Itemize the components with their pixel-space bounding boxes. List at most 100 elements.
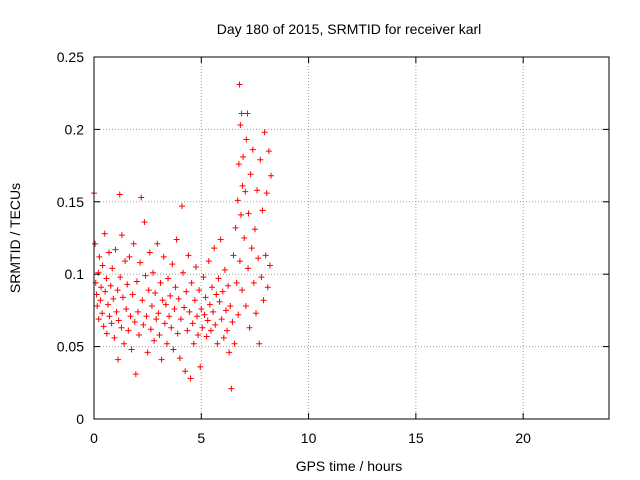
data-point <box>152 290 159 297</box>
data-point <box>207 327 214 334</box>
data-point <box>177 316 184 323</box>
data-point <box>195 332 202 339</box>
data-point <box>92 240 99 247</box>
data-point <box>237 122 244 129</box>
data-point <box>261 129 268 136</box>
x-axis-ticks: 0 5 10 15 20 <box>90 57 531 446</box>
data-point <box>142 272 149 279</box>
data-point <box>230 252 237 259</box>
data-point <box>237 211 244 218</box>
data-point <box>238 110 245 117</box>
data-point <box>218 316 225 323</box>
data-point <box>116 191 123 198</box>
data-point <box>131 318 138 325</box>
data-point <box>221 266 228 273</box>
data-point <box>98 284 105 291</box>
data-point <box>119 294 126 301</box>
data-point <box>133 278 140 285</box>
data-point <box>257 156 264 163</box>
data-point <box>101 230 108 237</box>
data-point <box>249 146 256 153</box>
data-point <box>159 297 166 304</box>
data-point <box>168 324 175 331</box>
data-point <box>200 274 207 281</box>
data-point <box>176 355 183 362</box>
data-point <box>156 332 163 339</box>
grid <box>94 57 609 419</box>
data-point <box>95 269 102 276</box>
y-tick-label: 0.25 <box>57 49 84 65</box>
data-point <box>147 326 154 333</box>
data-point <box>245 265 252 272</box>
data-point <box>258 274 265 281</box>
data-point <box>157 279 164 286</box>
data-point <box>211 245 218 252</box>
y-axis-label: SRMTID / TECUs <box>7 183 23 293</box>
data-point <box>254 187 261 194</box>
data-point <box>115 356 122 363</box>
plot-frame <box>93 56 610 420</box>
data-point <box>210 308 217 315</box>
data-point <box>93 291 100 298</box>
data-point <box>102 288 109 295</box>
data-point <box>160 253 167 260</box>
data-point <box>166 313 173 320</box>
data-point <box>191 297 198 304</box>
data-point <box>184 327 191 334</box>
data-point <box>203 333 210 340</box>
data-point <box>192 263 199 270</box>
x-tick-label: 5 <box>197 430 205 446</box>
data-point <box>121 340 128 347</box>
data-point <box>103 330 110 337</box>
data-point <box>185 252 192 259</box>
data-point <box>190 340 197 347</box>
data-point <box>213 291 220 298</box>
data-point <box>144 349 151 356</box>
data-point <box>198 305 205 312</box>
data-point <box>232 224 239 231</box>
data-point <box>239 287 246 294</box>
data-point <box>231 340 238 347</box>
data-point <box>259 207 266 214</box>
data-point <box>130 240 137 247</box>
data-point <box>137 259 144 266</box>
data-point <box>264 284 271 291</box>
data-point <box>263 190 270 197</box>
y-tick-label: 0.2 <box>65 121 85 137</box>
data-point <box>172 284 179 291</box>
data-point <box>217 236 224 243</box>
data-point <box>123 305 130 312</box>
data-point <box>108 320 115 327</box>
data-point <box>216 298 223 305</box>
data-point <box>234 197 241 204</box>
data-point <box>148 303 155 310</box>
data-point <box>153 316 160 323</box>
data-point <box>214 340 221 347</box>
data-point <box>253 310 260 317</box>
data-point <box>134 308 141 315</box>
data-point <box>255 255 262 262</box>
y-tick-label: 0.05 <box>57 339 84 355</box>
data-point <box>96 253 103 260</box>
data-point <box>197 363 204 370</box>
data-point <box>158 356 165 363</box>
data-point <box>143 313 150 320</box>
y-tick-label: 0.1 <box>65 266 85 282</box>
data-point <box>268 172 275 179</box>
data-point <box>100 323 107 330</box>
data-point <box>146 249 153 256</box>
data-point <box>205 258 212 265</box>
data-point <box>145 287 152 294</box>
data-point <box>112 246 119 253</box>
data-point <box>204 317 211 324</box>
data-point <box>235 311 242 318</box>
data-point <box>111 334 118 341</box>
data-point <box>114 287 121 294</box>
data-point <box>196 287 203 294</box>
data-point <box>245 210 252 217</box>
data-point <box>97 297 104 304</box>
data-point <box>162 301 169 308</box>
x-tick-label: 15 <box>408 430 424 446</box>
data-point <box>242 303 249 310</box>
data-point <box>240 153 247 160</box>
